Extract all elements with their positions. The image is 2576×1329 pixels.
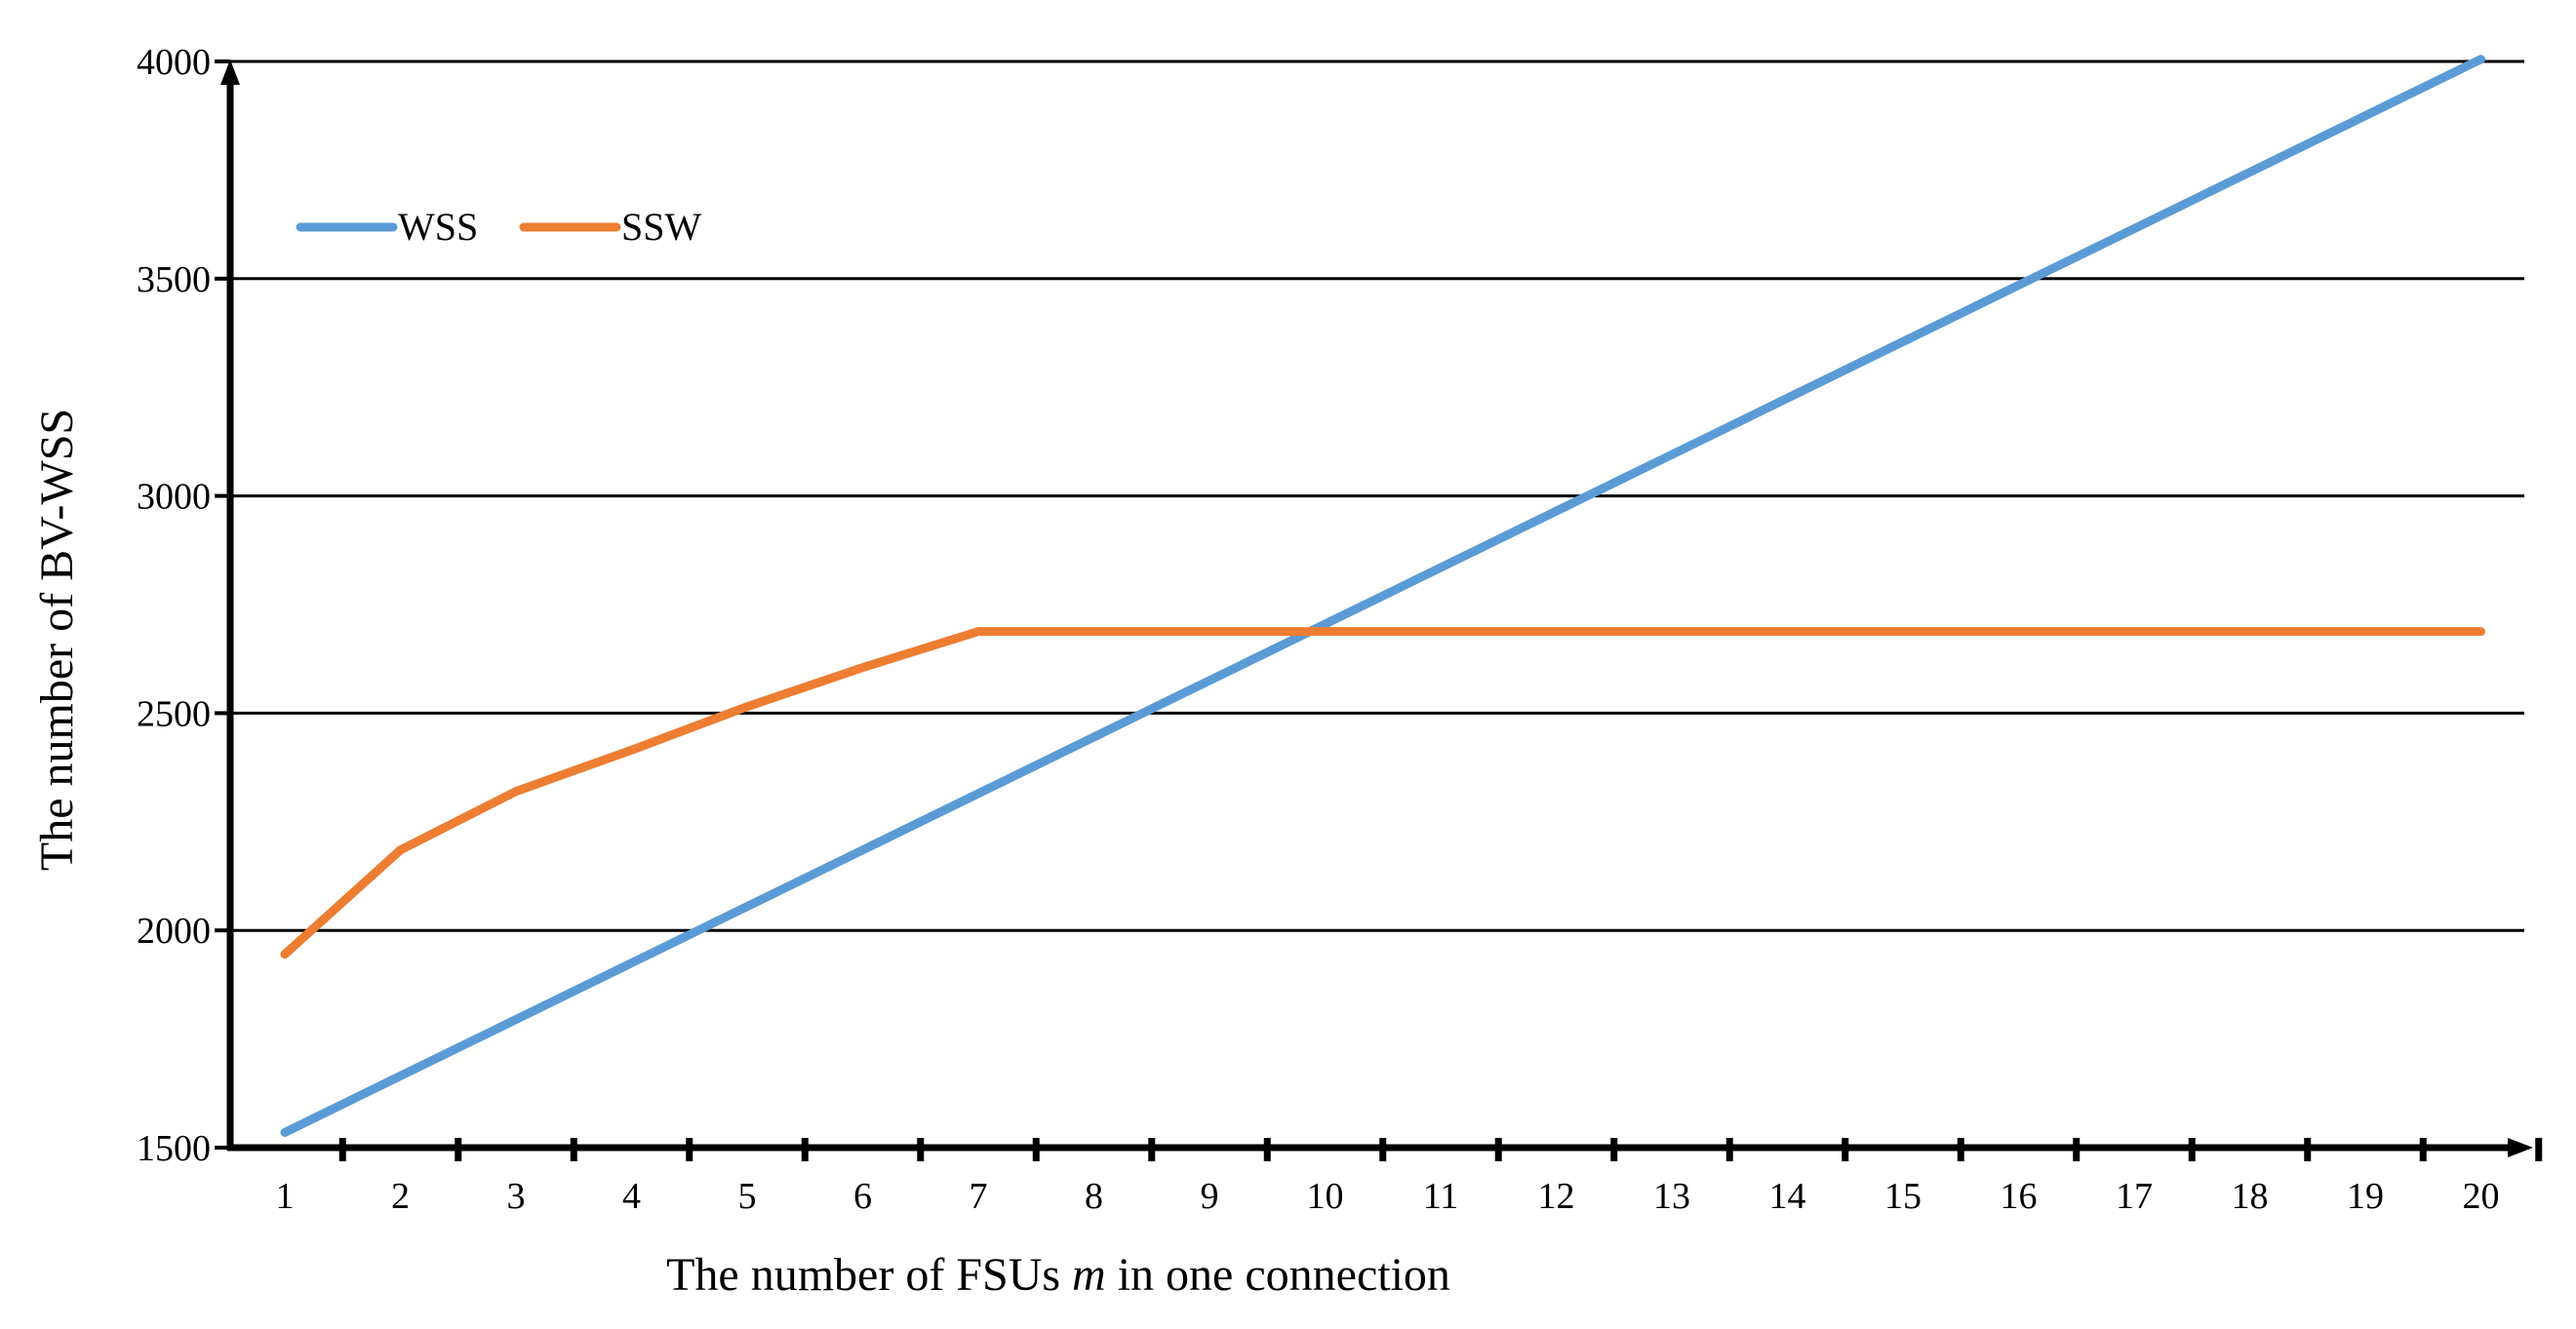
y-tick-label-4000: 4000 xyxy=(137,42,211,83)
series-line-ssw xyxy=(280,627,2485,959)
legend: WSS SSW xyxy=(296,205,701,249)
x-tick-label-7: 7 xyxy=(970,1176,988,1217)
axes xyxy=(220,59,2533,1157)
y-tick-label-1500: 1500 xyxy=(137,1128,211,1169)
x-tick-label-6: 6 xyxy=(853,1176,872,1217)
legend-label-wss: WSS xyxy=(398,205,478,249)
x-tick-label-2: 2 xyxy=(391,1176,410,1217)
y-axis-arrow xyxy=(220,59,240,85)
x-tick-label-20: 20 xyxy=(2463,1176,2500,1217)
x-axis-title: The number of FSUs m in one connection xyxy=(666,1249,1450,1301)
x-tick-label-19: 19 xyxy=(2347,1176,2384,1217)
x-tick-label-8: 8 xyxy=(1085,1176,1103,1217)
x-tick-label-4: 4 xyxy=(622,1176,641,1217)
x-tick-label-17: 17 xyxy=(2116,1176,2153,1217)
x-tick-label-12: 12 xyxy=(1538,1176,1575,1217)
x-tick-label-15: 15 xyxy=(1884,1176,1922,1217)
x-tick-label-9: 9 xyxy=(1201,1176,1219,1217)
y-tick-label-3000: 3000 xyxy=(137,477,211,518)
series-group xyxy=(280,55,2485,1137)
legend-label-ssw: SSW xyxy=(621,205,701,249)
x-tick-label-1: 1 xyxy=(276,1176,295,1217)
x-tick-label-3: 3 xyxy=(507,1176,526,1217)
x-tick-label-14: 14 xyxy=(1769,1176,1806,1217)
x-tick-label-18: 18 xyxy=(2232,1176,2269,1217)
y-tick-label-2500: 2500 xyxy=(137,693,211,734)
y-axis-title: The number of BV-WSS xyxy=(31,409,83,871)
series-line-wss xyxy=(280,55,2485,1137)
x-tick-label-5: 5 xyxy=(738,1176,757,1217)
x-axis-arrow xyxy=(2508,1138,2533,1157)
y-axis-ticks: 1500 2000 2500 3000 3500 4000 xyxy=(137,42,230,1169)
y-tick-label-3500: 3500 xyxy=(137,259,211,300)
x-axis-ticks: 1 2 3 4 5 6 7 8 9 10 11 12 13 14 15 16 17 18 19 20 xyxy=(276,1138,2543,1217)
x-tick-label-13: 13 xyxy=(1653,1176,1690,1217)
x-tick-label-11: 11 xyxy=(1423,1176,1459,1217)
x-tick-label-16: 16 xyxy=(2001,1176,2038,1217)
x-tick-label-10: 10 xyxy=(1307,1176,1344,1217)
y-tick-label-2000: 2000 xyxy=(137,911,211,952)
gridlines xyxy=(230,59,2524,932)
